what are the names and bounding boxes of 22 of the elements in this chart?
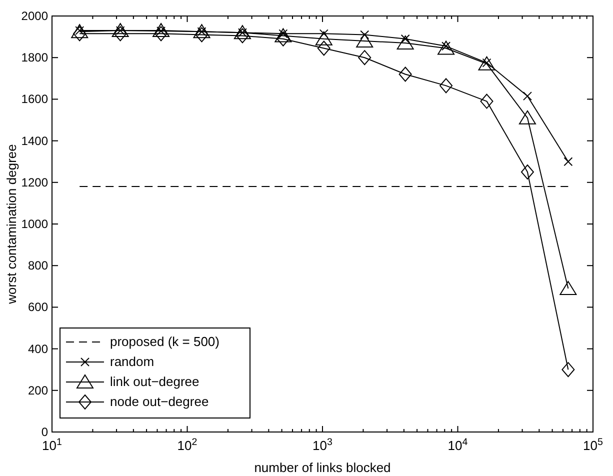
x-axis-title: number of links blocked <box>254 460 391 475</box>
y-tick-label: 1400 <box>21 134 48 148</box>
legend-label: node out−degree <box>110 394 209 409</box>
x-tick-label: 10$^{2}$ <box>177 436 198 453</box>
y-tick-label: 400 <box>28 342 48 356</box>
y-tick-label: 1800 <box>21 50 48 65</box>
y-tick-label: 1600 <box>21 92 48 106</box>
y-tick-label: 1200 <box>21 175 48 190</box>
x-tick-label: 10$^{3}$ <box>312 436 332 453</box>
legend-label: proposed (k = 500) <box>110 334 220 349</box>
y-tick-label: 1000 <box>21 217 48 231</box>
y-tick-label: 600 <box>28 300 48 314</box>
legend-label: link out−degree <box>110 374 200 389</box>
y-axis-title: worst contamination degree <box>4 144 19 305</box>
legend-label: random <box>110 354 154 369</box>
y-tick-label: 0 <box>41 425 48 439</box>
x-tick-label: 10$^{5}$ <box>583 436 604 453</box>
y-tick-label: 800 <box>28 258 48 273</box>
y-tick-label: 200 <box>28 383 48 398</box>
y-tick-label: 2000 <box>21 9 48 23</box>
x-tick-label: 10$^{1}$ <box>42 436 62 453</box>
x-tick-label: 10$^{4}$ <box>448 436 468 453</box>
